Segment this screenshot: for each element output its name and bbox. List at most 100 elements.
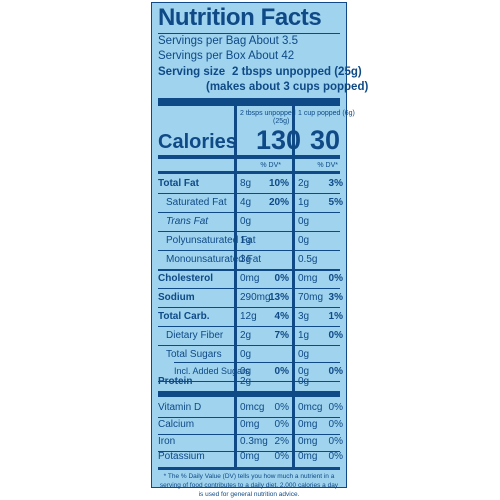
amount-col2: 0mg <box>298 273 318 284</box>
nutrient-row: Monounsaturated Fat 3g 0.5g <box>152 250 346 270</box>
serving-size-value: 2 tbsps unpopped (25g) <box>232 66 362 78</box>
nutrient-row: Total Fat 8g 10% 2g 3% <box>152 174 346 194</box>
row-divider <box>158 288 340 289</box>
amount-col2: 0mg <box>298 419 318 430</box>
nutrient-row: Incl. Added Sugars 0g 0% 0g 0% <box>152 362 346 382</box>
amount-col1: 8g <box>240 178 252 189</box>
amount-col2: 0g <box>298 235 310 246</box>
column-divider-2 <box>292 106 295 467</box>
nutrient-name: Polyunsaturated Fat <box>166 235 256 246</box>
calories-col1: 130 <box>256 125 302 155</box>
row-divider <box>158 269 340 271</box>
dv-header-col1: % DV* <box>260 162 281 169</box>
nutrient-row: Sodium 290mg 13% 70mg 3% <box>152 288 346 308</box>
nutrient-name: Incl. Added Sugars <box>174 366 250 376</box>
dv-col1: 4% <box>274 311 289 322</box>
dv-header-col2: % DV* <box>317 162 338 169</box>
amount-col1: 1g <box>240 235 252 246</box>
amount-col1: 0g <box>240 349 252 360</box>
nutrient-name: Monounsaturated Fat <box>166 254 262 265</box>
thick-rule-bottom <box>158 467 340 470</box>
amount-col2: 0.5g <box>298 254 318 265</box>
nutrient-row: Saturated Fat 4g 20% 1g 5% <box>152 193 346 213</box>
dv-col1: 10% <box>268 178 289 189</box>
servings-per-bag: Servings per Bag About 3.5 <box>158 35 299 47</box>
row-divider <box>158 193 340 194</box>
nutrient-name: Cholesterol <box>158 273 214 284</box>
amount-col1: 0mg <box>240 451 260 462</box>
col1-header-sub: (25g) <box>273 118 290 125</box>
calories-rule <box>158 155 340 159</box>
dv-col2: 0% <box>328 273 343 284</box>
amount-col2: 0g <box>298 376 310 387</box>
nutrient-name: Potassium <box>158 451 205 462</box>
nutrient-name: Total Fat <box>158 178 199 189</box>
amount-col1: 3g <box>240 254 252 265</box>
column-divider-1 <box>234 106 237 467</box>
dv-col1: 20% <box>268 197 289 208</box>
nutrient-row: Total Sugars 0g 0g <box>152 345 346 365</box>
amount-col1: 12g <box>240 311 257 322</box>
amount-col1: 4g <box>240 197 252 208</box>
calories-col2: 30 <box>310 125 341 155</box>
nutrition-title: Nutrition Facts <box>158 4 322 31</box>
dv-col2: 5% <box>328 197 343 208</box>
amount-col1: 0mg <box>240 273 260 284</box>
dv-col2: 0% <box>328 419 343 430</box>
nutrient-name: Calcium <box>158 419 195 430</box>
amount-col1: 2g <box>240 330 252 341</box>
dv-col2: 0% <box>328 402 343 413</box>
nutrient-name: Iron <box>158 436 176 447</box>
amount-col1: 0.3mg <box>240 436 268 447</box>
nutrient-name: Trans Fat <box>166 216 209 227</box>
nutrient-name: Sodium <box>158 292 195 303</box>
nutrient-name: Dietary Fiber <box>166 330 224 341</box>
dv-col1: 0% <box>274 366 289 377</box>
row-divider <box>158 326 340 327</box>
dv-col1: 0% <box>274 273 289 284</box>
dv-col1: 2% <box>274 436 289 447</box>
amount-col2: 1g <box>298 197 310 208</box>
row-divider <box>158 307 340 308</box>
serving-size-note: (makes about 3 cups popped) <box>206 81 369 93</box>
dv-rule <box>158 171 340 174</box>
dv-col1: 0% <box>274 402 289 413</box>
nutrient-row: Iron 0.3mg 2% 0mg 0% <box>152 432 346 452</box>
amount-col2: 0mg <box>298 451 318 462</box>
row-divider <box>158 434 340 435</box>
nutrient-row: Dietary Fiber 2g 7% 1g 0% <box>152 326 346 346</box>
amount-col1: 290mg <box>240 292 271 303</box>
dv-col2: 0% <box>328 451 343 462</box>
nutrition-facts-panel: Nutrition Facts Servings per Bag About 3… <box>151 2 368 498</box>
nutrient-name: Protein <box>158 376 193 387</box>
amount-col2: 0g <box>298 349 310 360</box>
amount-col1: 0g <box>240 216 252 227</box>
amount-col2: 70mg <box>298 292 324 303</box>
amount-col2: 0g <box>298 366 310 377</box>
nutrient-row: Calcium 0mg 0% 0mg 0% <box>152 415 346 435</box>
row-divider <box>158 250 340 251</box>
amount-col1: 0mcg <box>240 402 265 413</box>
nutrient-row: Vitamin D 0mcg 0% 0mcg 0% <box>152 398 346 418</box>
dv-col2: 0% <box>328 330 343 341</box>
thick-rule-vitamins <box>158 391 340 397</box>
dv-col2: 0% <box>328 366 343 377</box>
nutrient-name: Total Sugars <box>166 349 222 360</box>
nutrient-row: Protein 2g 0g <box>152 372 346 392</box>
row-divider <box>158 345 340 346</box>
row-divider <box>174 362 340 363</box>
calories-label: Calories <box>158 131 237 153</box>
dv-col1: 0% <box>274 419 289 430</box>
nutrient-row: Trans Fat 0g 0g <box>152 212 346 232</box>
amount-col1: 0mg <box>240 419 260 430</box>
row-divider <box>158 212 340 213</box>
dv-col2: 3% <box>328 292 343 303</box>
title-rule <box>158 33 340 34</box>
daily-value-footnote: * The % Daily Value (DV) tells you how m… <box>159 473 339 498</box>
nutrient-row: Total Carb. 12g 4% 3g 1% <box>152 307 346 327</box>
row-divider <box>158 417 340 418</box>
nutrient-row: Potassium 0mg 0% 0mg 0% <box>152 447 346 467</box>
dv-col2: 3% <box>328 178 343 189</box>
dv-col2: 1% <box>328 311 343 322</box>
dv-col1: 0% <box>274 451 289 462</box>
